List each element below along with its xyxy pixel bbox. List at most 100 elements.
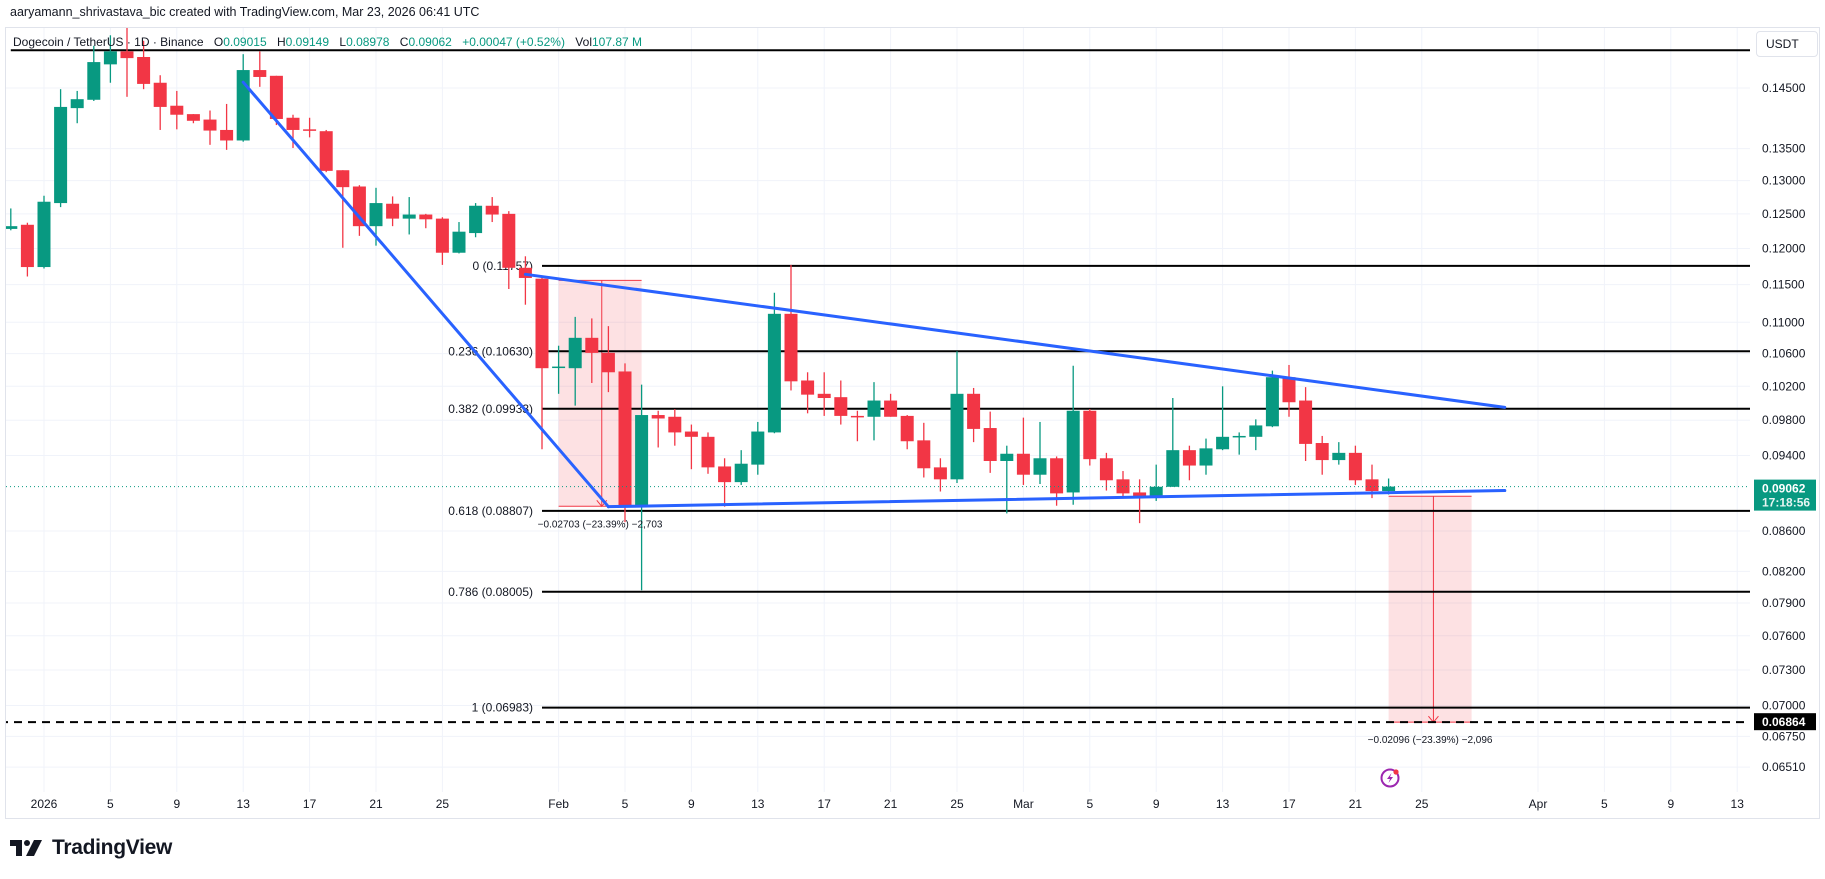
candle-body bbox=[485, 205, 499, 215]
candle-body bbox=[419, 214, 433, 220]
candle-bullish bbox=[751, 421, 765, 475]
candle-body bbox=[983, 428, 997, 461]
chart-pane[interactable]: 0 (0.11757)0.236 (0.10630)0.382 (0.09933… bbox=[0, 26, 1750, 746]
fib-level-label: 1 (0.06983) bbox=[472, 701, 533, 715]
price-tick-label: 0.08200 bbox=[1762, 564, 1806, 578]
candle-bearish bbox=[286, 114, 300, 148]
candle-bearish bbox=[1133, 479, 1147, 524]
target-price-value: 0.06864 bbox=[1762, 715, 1806, 729]
candle-bearish bbox=[900, 415, 914, 450]
candle-body bbox=[120, 51, 134, 59]
candle-bearish bbox=[253, 51, 267, 87]
candle-body bbox=[303, 129, 317, 131]
candle-bearish bbox=[668, 409, 682, 446]
candle-body bbox=[402, 214, 416, 219]
trendline-triangle-lower[interactable] bbox=[606, 489, 1507, 509]
time-axis[interactable]: 2026 5 9 13 17 21 25 Feb 5 9 13 17 21 25 Mar 5 9 13 17 21 25… bbox=[31, 797, 1745, 811]
trendline-triangle-upper[interactable] bbox=[523, 272, 1507, 409]
candle-body bbox=[1216, 436, 1230, 450]
candle-body bbox=[1099, 458, 1113, 481]
candle-body bbox=[220, 129, 234, 141]
candle-bullish bbox=[1033, 421, 1047, 484]
candle-bullish bbox=[1265, 370, 1279, 428]
candle-bearish bbox=[419, 213, 433, 229]
candle-body bbox=[684, 431, 698, 437]
candle-body bbox=[87, 62, 101, 100]
time-tick-label: 5 bbox=[622, 797, 629, 811]
tradingview-logo[interactable]: TradingView bbox=[10, 836, 172, 860]
price-lines: −0.02703 (−23.39%) −2,703 −0.02096 (−23.3… bbox=[6, 486, 1750, 746]
candle-bearish bbox=[967, 387, 981, 443]
fib-level-label: 0.382 (0.09933) bbox=[448, 402, 533, 416]
close-label: C bbox=[399, 35, 409, 49]
target-price-tag: 0.06864 bbox=[1754, 713, 1816, 731]
high-value: 0.09149 bbox=[285, 35, 330, 49]
time-tick-label: Mar bbox=[1013, 797, 1034, 811]
candle-body bbox=[618, 371, 632, 507]
candle-body bbox=[1000, 453, 1014, 461]
price-axis[interactable]: 0.14500 0.13500 0.13000 0.12500 0.12000 0.115… bbox=[1754, 81, 1816, 774]
candle-body bbox=[834, 397, 848, 416]
price-tick-label: 0.06510 bbox=[1762, 760, 1806, 774]
candle-bearish bbox=[801, 372, 815, 414]
candle-bearish bbox=[153, 75, 167, 130]
candle-bullish bbox=[1232, 432, 1246, 455]
candle-bearish bbox=[601, 326, 615, 393]
candle-body bbox=[552, 366, 566, 369]
candle-bullish bbox=[54, 89, 68, 208]
price-tick-label: 0.07900 bbox=[1762, 596, 1806, 610]
candle-bearish bbox=[651, 410, 665, 448]
candle-body bbox=[170, 105, 184, 115]
candle-body bbox=[70, 99, 84, 109]
candle-bearish bbox=[1083, 409, 1097, 466]
price-tick-label: 0.14500 bbox=[1762, 81, 1806, 95]
time-tick-label: 17 bbox=[303, 797, 317, 811]
candle-bearish bbox=[834, 380, 848, 425]
candle-bullish bbox=[1216, 386, 1230, 451]
candle-body bbox=[103, 51, 117, 65]
time-tick-label: 5 bbox=[1601, 797, 1608, 811]
candle-bullish bbox=[1332, 442, 1346, 465]
time-tick-label: Apr bbox=[1529, 797, 1548, 811]
candle-bearish bbox=[1116, 471, 1130, 499]
measure-drawings[interactable] bbox=[558, 279, 1472, 723]
price-range-label: −0.02703 (−23.39%) −2,703 bbox=[538, 519, 663, 530]
symbol-name[interactable]: Dogecoin / TetherUS · 1D · Binance bbox=[13, 35, 204, 49]
candle-body bbox=[884, 400, 898, 417]
candle-bearish bbox=[485, 197, 499, 223]
candle-body bbox=[286, 117, 300, 130]
candle-bearish bbox=[1099, 452, 1113, 491]
candle-bearish bbox=[933, 458, 947, 492]
price-range-box[interactable] bbox=[1388, 496, 1472, 723]
candle-body bbox=[1265, 377, 1279, 427]
trendlines[interactable] bbox=[241, 80, 1507, 509]
time-tick-label: 25 bbox=[1415, 797, 1429, 811]
high-label: H bbox=[276, 35, 286, 49]
low-label: L bbox=[339, 35, 347, 49]
trendline-downtrend[interactable] bbox=[241, 80, 610, 509]
time-tick-label: 9 bbox=[173, 797, 180, 811]
price-tick-label: 0.10200 bbox=[1762, 379, 1806, 393]
price-tick-label: 0.13000 bbox=[1762, 174, 1806, 188]
candle-bullish bbox=[568, 316, 582, 406]
alert-lightning-icon[interactable] bbox=[1380, 768, 1400, 788]
candle-body bbox=[867, 400, 881, 417]
candle-bearish bbox=[502, 211, 516, 290]
candle-bullish bbox=[402, 197, 416, 235]
candle-bullish bbox=[1149, 464, 1163, 501]
candle-bearish bbox=[269, 75, 283, 126]
candle-bearish bbox=[718, 458, 732, 507]
candle-bearish bbox=[137, 40, 151, 90]
candle-bearish bbox=[1182, 445, 1196, 481]
time-tick-label: 9 bbox=[1667, 797, 1674, 811]
candle-body bbox=[369, 203, 383, 227]
fib-retracement[interactable]: 0 (0.11757)0.236 (0.10630)0.382 (0.09933… bbox=[0, 49, 1750, 724]
time-tick-label: 5 bbox=[1086, 797, 1093, 811]
price-tick-label: 0.11500 bbox=[1762, 278, 1805, 292]
candle-bearish bbox=[170, 90, 184, 130]
currency-button[interactable]: USDT bbox=[1756, 31, 1818, 57]
price-range-label: −0.02096 (−23.39%) −2,096 bbox=[1368, 735, 1493, 746]
candle-body bbox=[1348, 452, 1362, 481]
candle-body bbox=[386, 203, 400, 219]
